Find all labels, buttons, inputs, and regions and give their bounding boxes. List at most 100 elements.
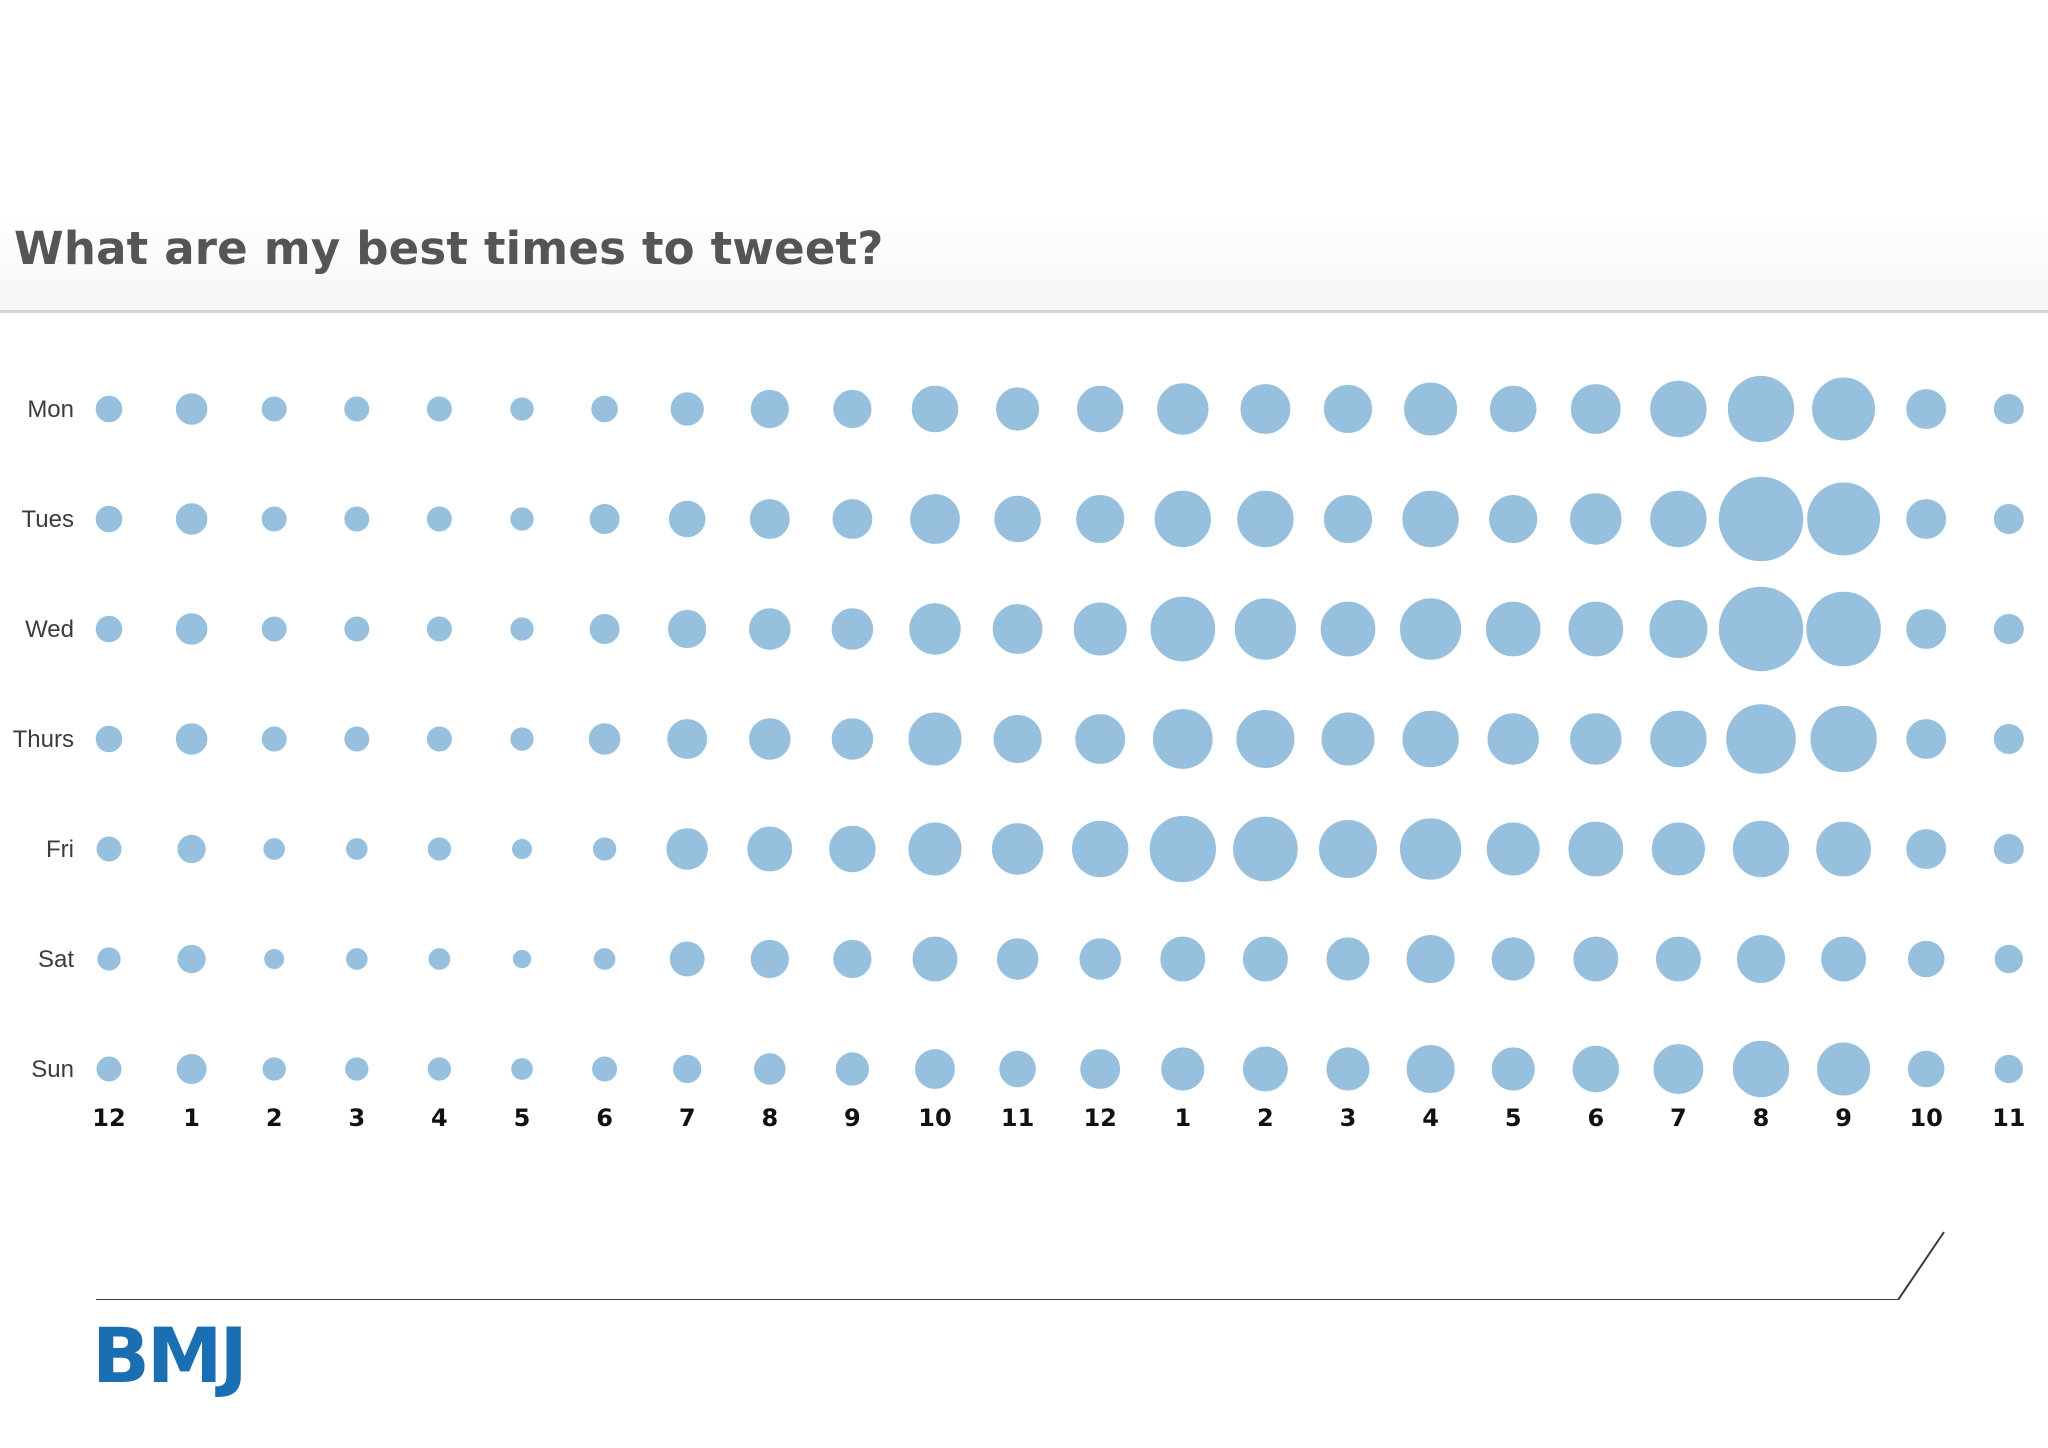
bubble [665, 717, 709, 761]
column-label: 4 [1422, 1104, 1439, 1132]
bubble [990, 821, 1045, 877]
column-label: 7 [679, 1104, 696, 1132]
bubble [588, 502, 622, 536]
bubble [262, 947, 286, 971]
bubble [343, 1055, 370, 1083]
bubble [260, 395, 289, 423]
bubble [745, 825, 794, 873]
row-label-sun: Sun [31, 1056, 74, 1083]
bubble [425, 725, 454, 753]
bubble [1647, 598, 1709, 660]
bubble [1487, 493, 1539, 545]
bubble [260, 725, 289, 753]
bubble [830, 606, 875, 652]
bubble [1804, 590, 1883, 668]
bubble [1078, 1047, 1122, 1091]
bubble [1731, 819, 1791, 879]
bubble [991, 602, 1044, 656]
bubble [1151, 707, 1215, 771]
bubble [1726, 374, 1796, 444]
bubble [913, 1047, 957, 1091]
column-label: 7 [1670, 1104, 1687, 1132]
bubble [95, 835, 123, 863]
bubble [1571, 1044, 1621, 1094]
bubble [1648, 379, 1709, 439]
bubble [508, 615, 536, 643]
bubble [1322, 493, 1374, 545]
bubble [830, 497, 874, 541]
bubble [1810, 376, 1877, 442]
bubble [1231, 815, 1300, 883]
bubble [749, 388, 791, 430]
bubble [509, 1056, 535, 1082]
bubble [1904, 497, 1948, 541]
column-label: 11 [1001, 1104, 1034, 1132]
column-label: 10 [918, 1104, 951, 1132]
bubble [425, 505, 454, 533]
bubble [1233, 596, 1298, 662]
bubble [94, 394, 124, 424]
row-label-fri: Fri [46, 836, 74, 863]
column-label: 2 [266, 1104, 283, 1132]
bubble [261, 1055, 288, 1083]
bubble [1648, 489, 1709, 549]
bubble [426, 835, 453, 863]
bubble [908, 492, 962, 546]
bubble [1490, 935, 1537, 983]
bubble [1993, 1053, 2025, 1085]
row-label-thurs: Thurs [13, 726, 74, 753]
bubble [591, 835, 618, 863]
bubble [827, 824, 878, 874]
bubble [666, 608, 708, 650]
bubble [1717, 475, 1805, 563]
column-label: 3 [1340, 1104, 1357, 1132]
column-label: 5 [514, 1104, 531, 1132]
bubble [174, 611, 209, 647]
bubble [1074, 493, 1126, 545]
bubble [588, 612, 622, 646]
column-label: 4 [431, 1104, 448, 1132]
bubble [1488, 384, 1538, 434]
bubble [1906, 1049, 1946, 1089]
bubble [834, 1050, 871, 1088]
bubble [344, 946, 370, 972]
bubble [1077, 936, 1123, 982]
bubble [1571, 935, 1620, 983]
column-label: 1 [183, 1104, 200, 1132]
row-label-tues: Tues [22, 506, 74, 533]
bubble [1148, 814, 1218, 884]
bubble [992, 494, 1043, 544]
bubble [1400, 709, 1461, 769]
bubble [1319, 600, 1377, 658]
bubble [831, 938, 873, 980]
bubble [510, 837, 534, 861]
bubble [995, 936, 1040, 982]
bubble [508, 395, 536, 423]
bubble [831, 388, 873, 430]
column-label: 8 [761, 1104, 778, 1132]
bubble [508, 725, 536, 753]
bubble [669, 390, 706, 428]
row-label-sat: Sat [38, 946, 74, 973]
bubble [668, 940, 707, 978]
bubble [907, 601, 963, 657]
bubble [752, 1051, 788, 1087]
bubble [1241, 935, 1290, 983]
bubble [747, 716, 793, 762]
bubble [342, 725, 371, 753]
bubble [508, 505, 536, 533]
bubble [1904, 387, 1948, 431]
bubble [1992, 502, 2026, 536]
bubble [992, 713, 1044, 765]
bubble [589, 394, 620, 424]
bubble [747, 606, 793, 652]
bubble [175, 833, 208, 865]
bubble [174, 721, 209, 757]
bubble [175, 943, 208, 975]
bubble [260, 615, 289, 643]
footer-rule [96, 1231, 1945, 1300]
bubble [1322, 383, 1374, 435]
bubble [344, 836, 370, 862]
bubble [1241, 1045, 1290, 1093]
bubble [342, 395, 371, 423]
